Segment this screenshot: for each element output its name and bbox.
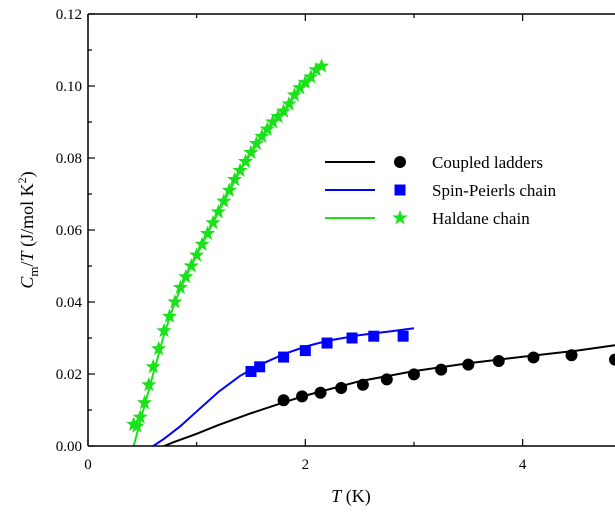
haldane-chain-point xyxy=(221,182,237,197)
spin-peierls-chain-point xyxy=(245,365,257,377)
haldane-chain-point xyxy=(270,108,286,124)
spin-peierls-chain-point xyxy=(278,351,290,363)
coupled-ladders-point xyxy=(314,386,327,399)
haldane-chain-point xyxy=(161,308,178,323)
haldane-chain-point xyxy=(183,258,199,273)
series-layer xyxy=(126,58,615,446)
haldane-chain-point xyxy=(308,61,324,77)
spin-peierls-chain-point xyxy=(397,330,409,342)
coupled-ladders-point xyxy=(609,353,615,366)
y-tick-label: 0.06 xyxy=(56,223,83,239)
haldane-chain-point xyxy=(286,87,303,102)
haldane-chain-point xyxy=(237,153,254,169)
spin-peierls-chain-fit-line xyxy=(152,327,415,446)
haldane-chain-point xyxy=(259,121,275,136)
coupled-ladders-point xyxy=(527,351,540,364)
haldane-chain-point xyxy=(156,322,172,338)
x-axis-title: T (K) xyxy=(331,486,371,507)
y-axis-title: Cm/T (J/mol K2) xyxy=(15,171,41,288)
coupled-ladders-point xyxy=(356,378,369,391)
haldane-chain-point xyxy=(141,376,157,392)
coupled-ladders-point xyxy=(435,363,448,376)
x-tick-label: 2 xyxy=(302,457,310,473)
legend-marker-coupled-ladders xyxy=(394,156,406,168)
haldane-chain-point xyxy=(178,268,194,284)
haldane-chain-point xyxy=(194,236,210,251)
y-tick-label: 0.08 xyxy=(56,151,82,167)
coupled-ladders-point xyxy=(335,382,348,395)
haldane-chain-point xyxy=(172,279,188,295)
haldane-chain-point xyxy=(303,69,319,84)
legend-label-haldane-chain: Haldane chain xyxy=(432,209,530,228)
haldane-chain-point xyxy=(292,79,308,95)
haldane-chain-point xyxy=(189,247,205,262)
haldane-chain-point xyxy=(281,96,297,111)
y-tick-label: 0.02 xyxy=(56,367,82,383)
haldane-chain-point xyxy=(243,144,259,160)
coupled-ladders-point xyxy=(277,394,290,407)
legend-marker-haldane-chain xyxy=(392,210,408,225)
y-tick-label: 0.10 xyxy=(56,79,82,95)
haldane-chain-point xyxy=(199,225,216,241)
haldane-chain-point xyxy=(227,171,243,187)
spin-peierls-chain-point xyxy=(299,345,311,357)
x-tick-label: 4 xyxy=(519,457,527,473)
coupled-ladders-point xyxy=(462,358,475,371)
legend-label-spin-peierls-chain: Spin-Peierls chain xyxy=(432,181,557,200)
coupled-ladders-point xyxy=(492,355,505,368)
haldane-chain-fit-line xyxy=(132,63,323,446)
haldane-chain-point xyxy=(145,358,161,374)
spin-peierls-chain-point xyxy=(254,361,266,373)
haldane-chain-point xyxy=(297,74,313,89)
coupled-ladders-point xyxy=(380,373,393,386)
haldane-chain-point xyxy=(132,409,148,424)
legend: Coupled ladders Spin-Peierls chain Haldane… xyxy=(325,153,557,228)
coupled-ladders-point xyxy=(296,390,309,403)
spin-peierls-chain-point xyxy=(321,337,333,349)
haldane-chain-point xyxy=(216,193,232,208)
haldane-chain-point xyxy=(232,162,248,178)
haldane-chain-point xyxy=(205,214,221,230)
haldane-chain-point xyxy=(314,58,330,73)
haldane-chain-point xyxy=(210,204,226,219)
haldane-chain-point xyxy=(129,418,145,433)
axes-layer: 0 2 4 0.00 0.02 0.04 0.06 0.08 0.10 0.12 xyxy=(56,7,615,473)
legend-marker-spin-peierls-chain xyxy=(394,184,406,196)
coupled-ladders-point xyxy=(565,349,578,362)
haldane-chain-point xyxy=(167,294,183,309)
y-tick-label: 0.04 xyxy=(56,295,83,311)
y-tick-label: 0.00 xyxy=(56,439,82,455)
coupled-ladders-point xyxy=(407,368,420,381)
haldane-chain-point xyxy=(275,103,292,118)
haldane-chain-point xyxy=(151,340,167,356)
haldane-chain-point xyxy=(265,114,281,129)
spin-peierls-chain-point xyxy=(346,332,358,344)
spin-peierls-chain-point xyxy=(368,330,380,342)
legend-label-coupled-ladders: Coupled ladders xyxy=(432,153,543,172)
haldane-chain-point xyxy=(254,128,270,143)
coupled-ladders-fit-line xyxy=(163,344,615,446)
y-tick-label: 0.12 xyxy=(56,7,82,23)
haldane-chain-point xyxy=(248,135,265,151)
haldane-chain-point xyxy=(136,394,153,410)
x-tick-label: 0 xyxy=(84,457,92,473)
